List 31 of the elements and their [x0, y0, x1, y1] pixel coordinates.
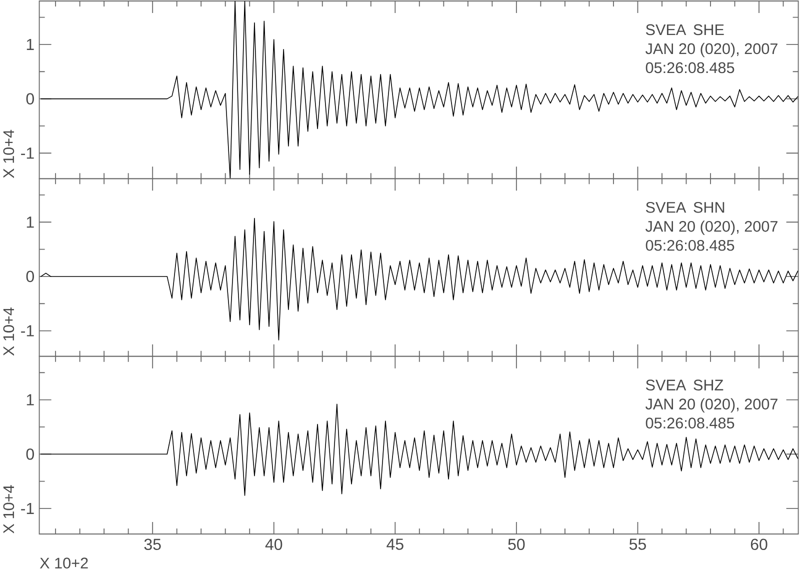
y-tick-label: -1 — [21, 325, 34, 336]
y-tick-label: 1 — [26, 216, 34, 228]
y-tick-label: -1 — [21, 148, 34, 159]
x-axis-title: X 10+2 — [40, 558, 88, 569]
annotation: JAN 20 (020), 2007 — [646, 398, 778, 413]
annotation: SHZ — [694, 380, 724, 390]
x-tick-label: 50 — [508, 538, 525, 550]
annotation: 05:26:08.485 — [646, 62, 734, 74]
y-axis-title: X 10+4 — [3, 130, 14, 178]
y-tick-label: 0 — [26, 448, 34, 460]
x-tick-label: 40 — [265, 538, 282, 550]
annotation: SVEA — [646, 202, 686, 213]
y-tick-label: 0 — [26, 93, 34, 104]
y-axis-title: X 10+4 — [3, 485, 14, 534]
annotation: SHN — [694, 202, 724, 213]
y-tick-label: -1 — [21, 502, 34, 514]
annotation: 05:26:08.485 — [646, 240, 734, 251]
annotation: JAN 20 (020), 2007 — [646, 42, 778, 58]
y-tick-label: 1 — [26, 38, 34, 50]
x-tick-label: 45 — [386, 538, 404, 550]
y-tick-label: 0 — [26, 270, 34, 282]
x-tick-label: 55 — [629, 538, 646, 550]
annotation: SVEA — [646, 380, 686, 390]
annotation: SVEA — [646, 24, 686, 36]
annotation: JAN 20 (020), 2007 — [646, 220, 778, 235]
y-tick-label: 1 — [26, 394, 34, 406]
annotation: SHE — [694, 24, 724, 36]
x-tick-label: 60 — [750, 538, 768, 550]
y-axis-title: X 10+4 — [3, 308, 14, 356]
x-tick-label: 35 — [144, 538, 161, 550]
annotation: 05:26:08.485 — [646, 418, 734, 428]
